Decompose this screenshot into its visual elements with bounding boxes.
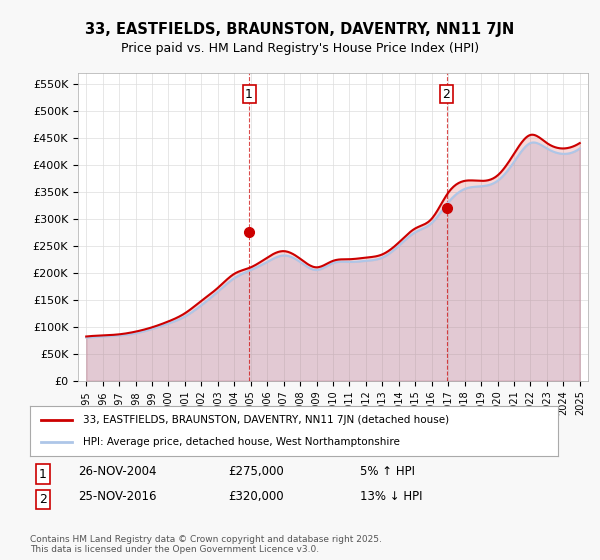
Text: 5% ↑ HPI: 5% ↑ HPI (360, 465, 415, 478)
Text: £275,000: £275,000 (228, 465, 284, 478)
Text: £320,000: £320,000 (228, 490, 284, 503)
Text: HPI: Average price, detached house, West Northamptonshire: HPI: Average price, detached house, West… (83, 437, 400, 447)
Text: 1: 1 (39, 468, 47, 480)
Text: Contains HM Land Registry data © Crown copyright and database right 2025.
This d: Contains HM Land Registry data © Crown c… (30, 535, 382, 554)
Text: 26-NOV-2004: 26-NOV-2004 (78, 465, 157, 478)
Text: 33, EASTFIELDS, BRAUNSTON, DAVENTRY, NN11 7JN (detached house): 33, EASTFIELDS, BRAUNSTON, DAVENTRY, NN1… (83, 415, 449, 425)
Text: 25-NOV-2016: 25-NOV-2016 (78, 490, 157, 503)
Text: 1: 1 (245, 88, 253, 101)
Text: 13% ↓ HPI: 13% ↓ HPI (360, 490, 422, 503)
Text: 2: 2 (39, 493, 47, 506)
Text: 2: 2 (443, 88, 451, 101)
Text: 33, EASTFIELDS, BRAUNSTON, DAVENTRY, NN11 7JN: 33, EASTFIELDS, BRAUNSTON, DAVENTRY, NN1… (85, 22, 515, 38)
Text: Price paid vs. HM Land Registry's House Price Index (HPI): Price paid vs. HM Land Registry's House … (121, 42, 479, 55)
